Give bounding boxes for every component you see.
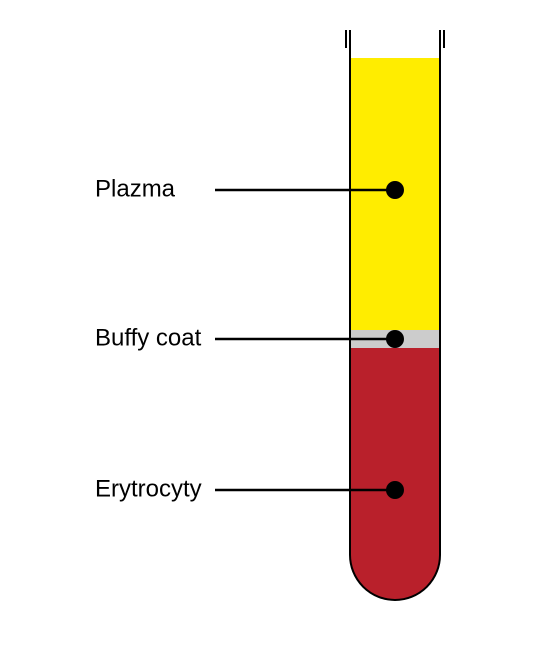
blood-tube-diagram: Plazma Buffy coat Erytrocyty xyxy=(0,0,544,655)
pointer-dot-plasma xyxy=(386,181,404,199)
pointer-dot-buffy_coat xyxy=(386,330,404,348)
pointer-dot-erythrocytes xyxy=(386,481,404,499)
label-plasma: Plazma xyxy=(95,175,176,202)
label-erythrocytes: Erytrocyty xyxy=(95,475,202,502)
background xyxy=(0,0,544,655)
layer-erythrocytes xyxy=(350,348,440,605)
label-buffy_coat: Buffy coat xyxy=(95,324,202,351)
